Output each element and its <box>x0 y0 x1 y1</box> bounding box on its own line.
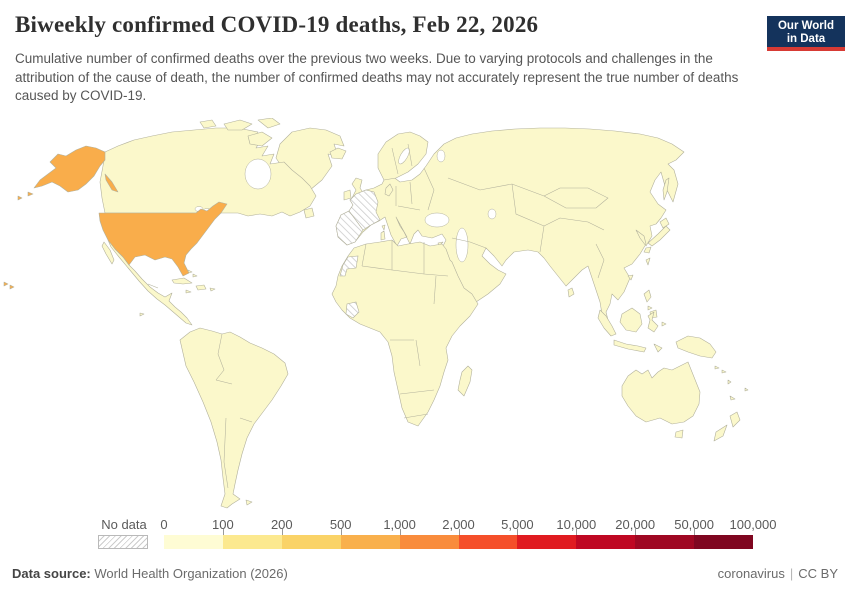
region-canada-arctic-islands[interactable] <box>199 117 281 147</box>
caspian-sea <box>455 227 469 263</box>
legend-bin[interactable] <box>399 535 459 549</box>
region-iberia-no-data[interactable] <box>335 210 364 246</box>
legend-bin[interactable] <box>164 535 223 549</box>
legend-tick-label: 100,000 <box>729 517 777 532</box>
region-sri-lanka[interactable] <box>567 287 575 298</box>
license-link[interactable]: CC BY <box>798 566 838 581</box>
region-madagascar[interactable] <box>457 365 473 397</box>
region-philippines[interactable] <box>643 289 658 319</box>
legend-color-bar[interactable] <box>164 535 754 549</box>
legend-tick-label: 1,000 <box>383 517 416 532</box>
hudson-bay <box>244 158 272 190</box>
region-united-states-alaska[interactable] <box>33 145 106 193</box>
chart-footer: Data source: World Health Organization (… <box>12 566 838 581</box>
black-sea <box>424 212 450 228</box>
region-tasmania[interactable] <box>674 429 684 439</box>
legend-tick-mark <box>694 529 696 536</box>
region-canada[interactable] <box>99 127 317 217</box>
region-australia[interactable] <box>621 361 701 425</box>
region-mexico-central-america[interactable] <box>107 239 193 326</box>
legend-tick-mark <box>281 529 283 536</box>
legend-color-scale: 0 100 200 500 1,000 2,000 5,000 10,000 20,000 50,… <box>160 517 777 551</box>
legend-tick-label: 10,000 <box>556 517 597 532</box>
region-aleutian-islands[interactable] <box>17 191 34 201</box>
region-south-america[interactable] <box>179 327 289 509</box>
region-denmark[interactable] <box>384 183 394 197</box>
legend-tick-mark <box>399 529 401 536</box>
legend-tick-mark <box>517 529 519 536</box>
topic-link[interactable]: coronavirus <box>717 566 785 581</box>
region-new-guinea[interactable] <box>675 335 717 359</box>
no-data-swatch[interactable] <box>98 535 148 549</box>
region-korea-taiwan-hainan[interactable] <box>627 257 651 281</box>
legend-tick-label: 0 <box>160 517 168 532</box>
legend-bin[interactable] <box>281 535 341 549</box>
attribution: coronavirus | CC BY <box>718 566 838 581</box>
region-baja-california[interactable] <box>101 241 115 265</box>
legend-tick-label: 50,000 <box>674 517 714 532</box>
footer-separator: | <box>789 566 794 581</box>
region-caribbean-islands[interactable] <box>185 269 216 294</box>
world-map[interactable] <box>0 117 850 515</box>
data-source: Data source: World Health Organization (… <box>12 566 288 581</box>
legend-bin[interactable] <box>576 535 636 549</box>
region-ireland[interactable] <box>343 189 352 201</box>
legend-bin[interactable] <box>458 535 518 549</box>
legend-tick-label: 2,000 <box>442 517 475 532</box>
legend-tick-mark <box>458 529 460 536</box>
owid-logo[interactable]: Our World in Data <box>767 16 845 51</box>
region-hawaii[interactable] <box>3 281 15 290</box>
region-eurasia[interactable] <box>335 127 685 321</box>
legend-tick-label: 100 <box>212 517 234 532</box>
chart-subtitle: Cumulative number of confirmed deaths ov… <box>15 51 739 104</box>
legend-tick-mark <box>576 529 578 536</box>
region-alaska-panhandle[interactable] <box>104 173 119 193</box>
region-sakhalin[interactable] <box>662 177 670 201</box>
legend-bin[interactable] <box>694 535 754 549</box>
region-western-sahara-no-data[interactable] <box>339 255 359 277</box>
region-united-states[interactable] <box>98 201 228 277</box>
region-cote-divoire-no-data[interactable] <box>345 301 360 319</box>
legend-tick-label: 500 <box>329 517 352 532</box>
page-title: Biweekly confirmed COVID-19 deaths, Feb … <box>15 12 539 37</box>
aral-sea <box>487 208 497 220</box>
legend-tick-label: 200 <box>270 517 293 532</box>
legend-no-data-label: No data <box>101 517 147 532</box>
owid-logo-line2: in Data <box>786 33 826 45</box>
region-pacific-islands[interactable] <box>714 365 749 401</box>
region-cuba[interactable] <box>171 277 193 285</box>
region-galapagos[interactable] <box>139 312 145 317</box>
owid-logo-line1: Our World <box>777 20 834 32</box>
region-hispaniola[interactable] <box>195 284 207 291</box>
legend-bin[interactable] <box>340 535 400 549</box>
region-iceland[interactable] <box>329 147 347 160</box>
data-source-label: Data source: <box>12 566 91 581</box>
region-indonesia[interactable] <box>597 307 667 353</box>
region-france-no-data[interactable] <box>348 189 381 231</box>
region-africa[interactable] <box>331 239 479 427</box>
country-borders <box>147 143 609 489</box>
legend-tick-label: 5,000 <box>501 517 534 532</box>
data-source-value: World Health Organization (2026) <box>94 566 288 581</box>
region-japan[interactable] <box>643 217 671 254</box>
legend-bin[interactable] <box>635 535 695 549</box>
region-falkland-islands[interactable] <box>245 499 253 506</box>
legend-tick-mark <box>340 529 342 536</box>
legend-tick-mark <box>635 529 637 536</box>
legend-tick-mark <box>222 529 224 536</box>
legend-bin[interactable] <box>517 535 577 549</box>
region-newfoundland[interactable] <box>303 207 315 219</box>
white-sea <box>436 149 446 163</box>
legend-bin[interactable] <box>222 535 282 549</box>
region-new-zealand[interactable] <box>713 411 741 442</box>
legend-tick-label: 20,000 <box>615 517 656 532</box>
